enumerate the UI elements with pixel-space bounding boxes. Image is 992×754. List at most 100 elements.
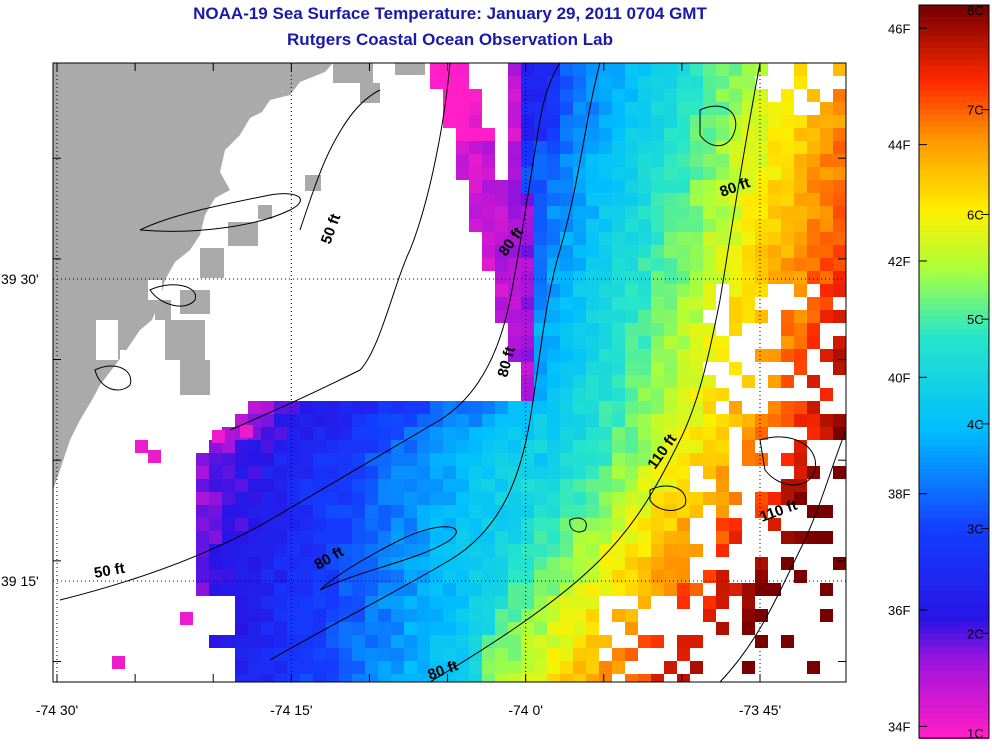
colorbar-swatch: [919, 90, 989, 98]
colorbar-c-label: 4C: [967, 417, 984, 432]
land-mask: [53, 63, 425, 490]
colorbar-swatch: [919, 365, 989, 373]
colorbar-c-label: 5C: [967, 312, 984, 327]
lat-lon-grid: [53, 63, 846, 682]
colorbar-swatch: [919, 597, 989, 605]
contour-line: [699, 105, 737, 147]
colorbar-swatch: [919, 29, 989, 37]
colorbar-swatch: [919, 414, 989, 422]
land-area: [53, 63, 333, 490]
colorbar-swatch: [919, 402, 989, 410]
colorbar-swatch: [919, 383, 989, 391]
colorbar-swatch: [919, 114, 989, 123]
colorbar-swatch: [919, 267, 989, 275]
colorbar-c-label: 3C: [967, 522, 984, 537]
lat-tick-label: 39 30': [1, 271, 39, 287]
contour-line: [299, 89, 381, 231]
colorbar-swatch: [919, 157, 989, 165]
colorbar-swatch: [919, 438, 989, 446]
colorbar-swatch: [919, 328, 989, 336]
colorbar-swatch: [919, 72, 989, 80]
colorbar-swatch: [919, 273, 989, 281]
colorbar-swatch: [919, 475, 989, 483]
colorbar-swatch: [919, 59, 989, 68]
colorbar-swatch: [919, 35, 989, 43]
colorbar-swatch: [919, 725, 989, 733]
contour-line: [569, 517, 587, 533]
colorbar-c-label: 1C: [967, 726, 984, 741]
colorbar-swatch: [919, 53, 989, 61]
colorbar-swatch: [919, 463, 989, 471]
colorbar-swatch: [919, 255, 989, 263]
colorbar-swatch: [919, 615, 989, 623]
colorbar-swatch: [919, 292, 989, 300]
colorbar-swatch: [919, 524, 989, 532]
colorbar-swatch: [919, 560, 989, 568]
colorbar-c-label: 8C: [967, 3, 984, 18]
colorbar-f-label: 42F: [888, 254, 910, 269]
colorbar-swatch: [919, 585, 989, 593]
colorbar-swatch: [919, 371, 989, 379]
colorbar-swatch: [919, 707, 989, 715]
colorbar-swatch: [919, 176, 989, 184]
colorbar-swatch: [919, 542, 989, 550]
colorbar-c-label: 6C: [967, 207, 984, 222]
colorbar-swatch: [919, 713, 989, 721]
colorbar-swatch: [919, 493, 989, 501]
colorbar-swatch: [919, 353, 989, 361]
colorbar-swatch: [919, 487, 989, 495]
sst-pixels: [112, 63, 846, 682]
colorbar-swatch: [919, 151, 989, 159]
colorbar-swatch: [919, 182, 989, 190]
colorbar-swatch: [919, 96, 989, 104]
colorbar-swatch: [919, 457, 989, 465]
colorbar-swatch: [919, 322, 989, 330]
colorbar-swatch: [919, 139, 989, 147]
colorbar-swatch: [919, 108, 989, 116]
colorbar-frame: [918, 4, 990, 739]
colorbar-swatch: [919, 316, 989, 324]
colorbar-c-label: 7C: [967, 103, 984, 118]
colorbar-swatch: [919, 261, 989, 269]
colorbar-swatch: [919, 719, 989, 727]
colorbar-f-label: 40F: [888, 370, 910, 385]
colorbar-swatch: [919, 689, 989, 697]
colorbar-swatch: [919, 579, 989, 587]
contour-line: [59, 63, 561, 601]
colorbar-swatch: [919, 530, 989, 538]
colorbar-swatch: [919, 634, 989, 642]
colorbar-swatch: [919, 206, 989, 214]
colorbar-swatch: [919, 23, 989, 31]
colorbar-swatch: [919, 334, 989, 342]
colorbar-swatch: [919, 450, 989, 459]
lon-tick-label: -74 15': [270, 702, 312, 718]
colorbar-swatch: [919, 395, 989, 404]
colorbar-f-label: 34F: [888, 719, 910, 734]
colorbar-swatch: [919, 17, 989, 25]
colorbar-f-label: 38F: [888, 487, 910, 502]
colorbar-swatch: [919, 432, 989, 440]
axis-labels: -74 30' -74 15' -74 0' -73 45' 39 30' 39 15': [1, 271, 781, 718]
contour-line: [94, 365, 132, 391]
colorbar-swatch: [919, 5, 989, 13]
colorbar-swatch: [919, 121, 989, 129]
colorbar-swatch: [919, 41, 989, 49]
colorbar-swatch: [919, 66, 989, 74]
colorbar-swatch: [919, 646, 989, 654]
colorbar-swatch: [919, 518, 989, 526]
colorbar-swatch: [919, 621, 989, 630]
contour-line: [139, 193, 301, 232]
colorbar-swatch: [919, 408, 989, 416]
colorbar-swatch: [919, 664, 989, 672]
map-frame: [52, 62, 847, 683]
colorbar-swatch: [919, 169, 989, 178]
contour-line: [229, 63, 451, 431]
colorbar-swatch: [919, 481, 989, 489]
colorbar-swatch: [919, 426, 989, 434]
colorbar-c-label: 2C: [967, 626, 984, 641]
colorbar-swatch: [919, 695, 989, 703]
colorbar-swatch: [919, 731, 989, 739]
colorbar-swatch: [919, 658, 989, 666]
colorbar-swatch: [919, 603, 989, 611]
